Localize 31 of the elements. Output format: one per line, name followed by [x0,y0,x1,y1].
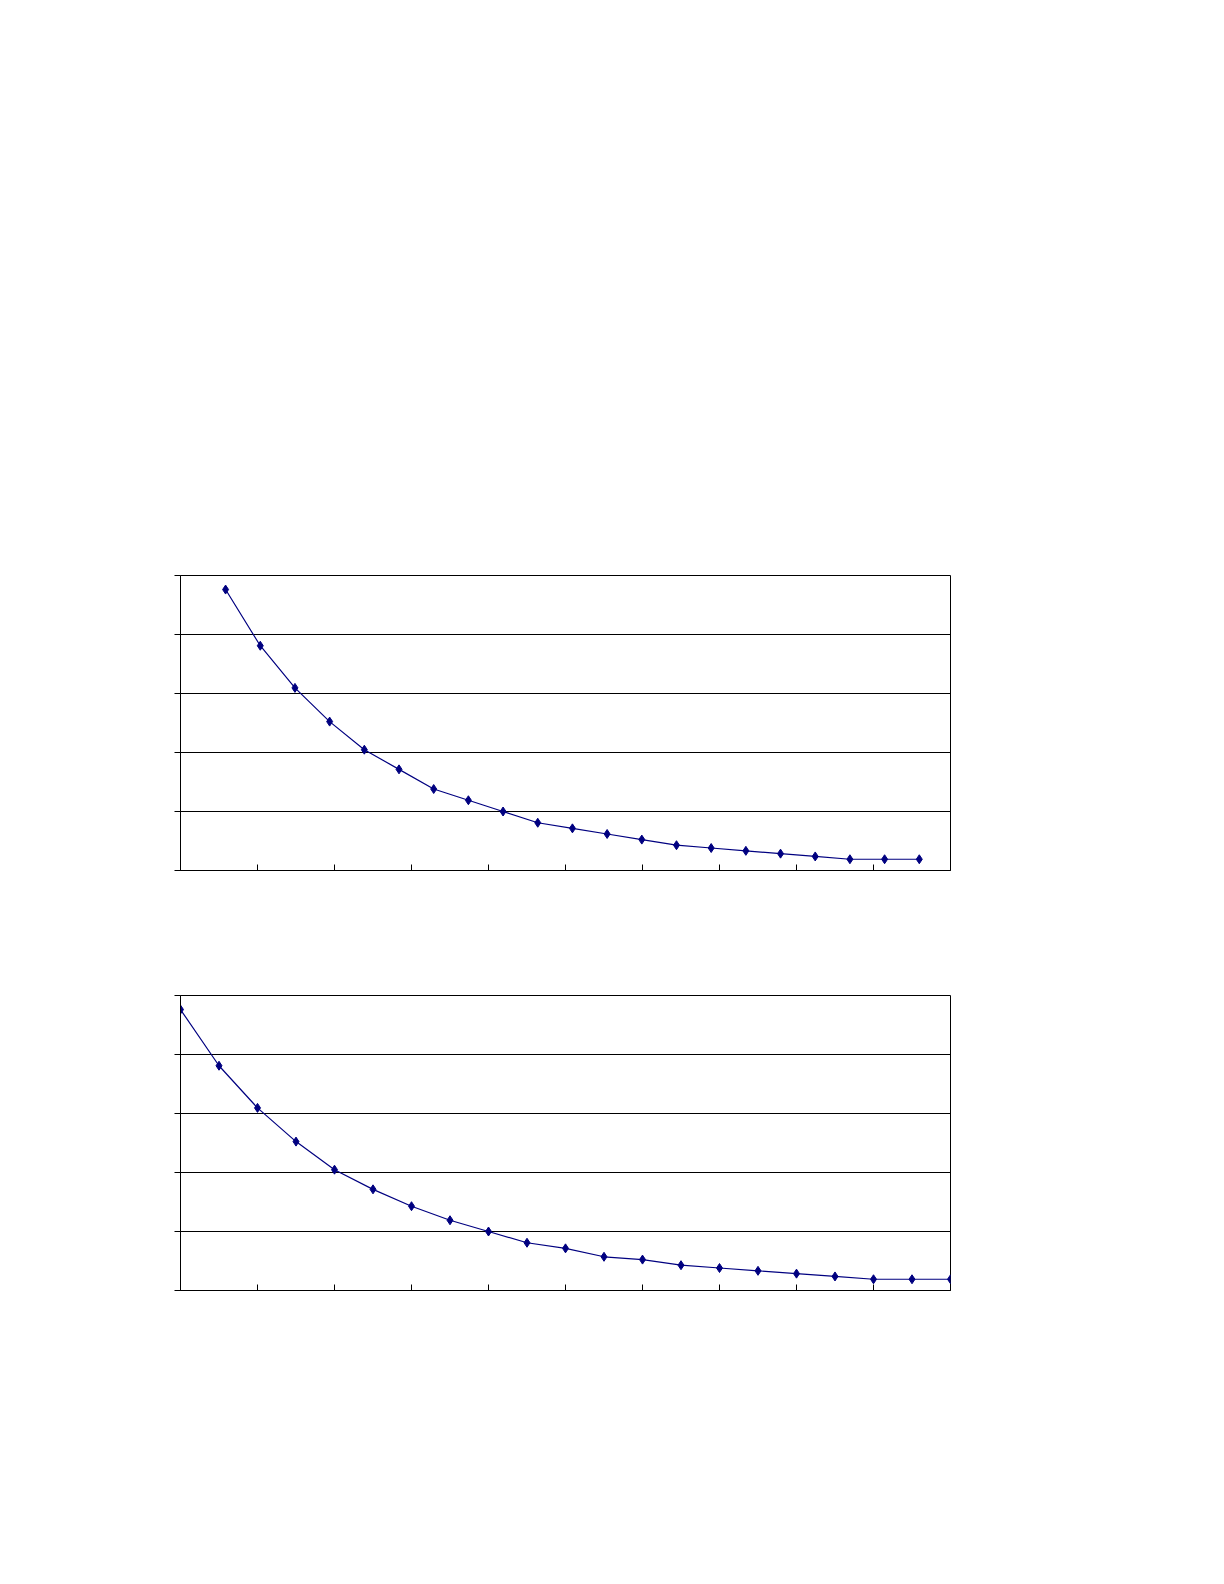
point [395,764,403,775]
point [256,640,264,651]
point [446,1215,454,1226]
point [677,1260,685,1271]
point [603,828,611,839]
point [215,1060,223,1071]
point [672,840,680,851]
point [464,795,472,806]
point [777,848,785,859]
point [881,854,889,865]
point [908,1274,916,1285]
point [291,682,299,693]
point [534,817,542,828]
point [742,845,750,856]
point [568,823,576,834]
point [638,834,646,845]
point [811,851,819,862]
point [430,784,438,795]
point [600,1251,608,1262]
point [707,843,715,854]
point [831,1271,839,1282]
point [292,1136,300,1147]
point [915,854,923,865]
point [326,716,334,727]
point [369,1184,377,1195]
point [846,854,854,865]
point [360,744,368,755]
point [523,1237,531,1248]
point [222,584,230,595]
point [499,806,507,817]
point [754,1265,762,1276]
